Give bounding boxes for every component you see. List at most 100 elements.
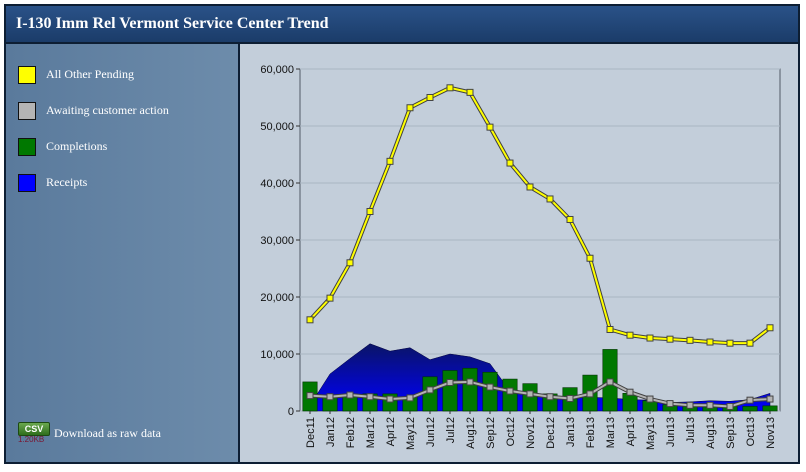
awaiting-customer-action-point [546, 393, 554, 401]
all-other-pending-point [366, 208, 374, 215]
x-tick-label: Dec11 [305, 417, 317, 448]
x-tick-label: Jul13 [685, 417, 697, 443]
all-other-pending-point [506, 159, 514, 167]
x-tick-label: Jan13 [565, 417, 577, 447]
x-tick-label: Aug13 [705, 417, 717, 449]
awaiting-customer-action-point [646, 395, 654, 403]
all-other-pending-point [726, 339, 734, 347]
all-other-pending-point [546, 195, 554, 203]
awaiting-customer-action-point [606, 378, 614, 386]
all-other-pending-point [706, 338, 714, 346]
y-tick-label: 40,000 [260, 178, 294, 190]
all-other-pending-point [426, 94, 434, 101]
x-tick-label: Nov13 [765, 417, 777, 449]
all-other-pending-point [466, 88, 474, 96]
awaiting-customer-action-point [466, 378, 474, 386]
legend-label: Awaiting customer action [46, 103, 169, 117]
awaiting-customer-action-point [346, 391, 354, 399]
awaiting-customer-action-point [366, 393, 374, 401]
all-other-pending-point [766, 324, 774, 332]
all-other-pending-point [406, 104, 414, 112]
all-other-pending-point [686, 336, 694, 344]
awaiting-customer-action-point [706, 401, 714, 409]
chart-area: 0 10,000 20,000 30,000 40,000 50,000 60,000 Dec… [240, 44, 798, 462]
completions-bar [762, 405, 778, 412]
x-tick-label: Apr12 [385, 417, 397, 446]
awaiting-customer-action-point [526, 390, 534, 398]
chart-title: I-130 Imm Rel Vermont Service Center Tre… [16, 15, 329, 32]
all-other-pending-point [306, 316, 314, 324]
legend-swatch [18, 174, 36, 192]
all-other-pending-point [746, 339, 754, 347]
legend-label: Receipts [46, 175, 88, 189]
awaiting-customer-action-point [766, 395, 774, 403]
all-other-pending-point [346, 259, 354, 267]
x-tick-label: Apr13 [625, 417, 637, 446]
x-tick-label: Jan12 [325, 417, 337, 447]
x-tick-label: Oct12 [505, 417, 517, 446]
all-other-pending-point [606, 325, 614, 333]
x-tick-label: May12 [405, 417, 417, 450]
awaiting-customer-action-point [326, 393, 334, 401]
completions-bar [462, 367, 478, 412]
all-other-pending-point [386, 157, 394, 165]
awaiting-customer-action-point [726, 402, 734, 410]
y-tick-label: 20,000 [260, 292, 294, 304]
x-tick-label: Jun13 [665, 417, 677, 447]
x-tick-label: Aug12 [465, 417, 477, 449]
all-other-pending-point [666, 335, 674, 343]
x-tick-label: Mar13 [605, 417, 617, 448]
x-tick-label: Feb13 [585, 417, 597, 448]
x-tick-label: May13 [645, 417, 657, 450]
all-other-pending-point [586, 254, 594, 262]
all-other-pending-point [486, 123, 494, 131]
awaiting-customer-action-point [406, 394, 414, 402]
x-tick-label: Mar12 [365, 417, 377, 448]
completions-bar [742, 406, 758, 412]
completions-bar [442, 370, 458, 412]
legend-label: All Other Pending [46, 67, 134, 81]
x-tick-label: Jul12 [445, 417, 457, 443]
y-tick-label: 10,000 [260, 349, 294, 361]
x-tick-label: Sep13 [725, 417, 737, 449]
awaiting-customer-action-point [746, 396, 754, 404]
awaiting-customer-action-point [486, 383, 494, 391]
awaiting-customer-action-point [626, 388, 634, 396]
x-tick-label: Dec12 [545, 417, 557, 449]
trend-chart: 0 10,000 20,000 30,000 40,000 50,000 60,000 Dec… [260, 64, 781, 450]
y-tick-label: 60,000 [260, 64, 294, 76]
legend-swatch [18, 138, 36, 156]
title-bar: I-130 Imm Rel Vermont Service Center Tre… [6, 6, 798, 44]
y-tick-label: 30,000 [260, 235, 294, 247]
legend-label: Completions [46, 139, 108, 153]
csv-download-label[interactable]: Download as raw data [54, 426, 161, 440]
all-other-pending-point [626, 331, 634, 339]
awaiting-customer-action-point [666, 400, 674, 408]
x-tick-label: Sep12 [485, 417, 497, 449]
x-tick-label: Nov12 [525, 417, 537, 449]
x-tick-label: Oct13 [745, 417, 757, 446]
awaiting-customer-action-point [306, 392, 314, 400]
awaiting-customer-action-point [386, 395, 394, 403]
awaiting-customer-action-point [506, 387, 514, 395]
all-other-pending-point [566, 215, 574, 223]
completions-bar [482, 371, 498, 412]
all-other-pending-point [526, 183, 534, 191]
csv-icon[interactable]: CSV [18, 422, 50, 436]
all-other-pending-point [646, 334, 654, 342]
csv-file-size: 1.20KB [18, 435, 45, 444]
all-other-pending-point [446, 84, 454, 92]
x-tick-label: Jun12 [425, 417, 437, 447]
awaiting-customer-action-point [686, 401, 694, 409]
legend-panel: All Other Pending Awaiting customer acti… [6, 44, 240, 462]
awaiting-customer-action-point [566, 394, 574, 402]
legend-swatch [18, 66, 36, 84]
x-tick-label: Feb12 [345, 417, 357, 448]
legend-swatch [18, 102, 36, 120]
all-other-pending-point [326, 294, 334, 302]
chart-frame: I-130 Imm Rel Vermont Service Center Tre… [4, 4, 800, 464]
completions-bar [502, 378, 518, 412]
awaiting-customer-action-point [446, 379, 454, 386]
y-tick-label: 0 [288, 406, 294, 418]
awaiting-customer-action-point [586, 390, 594, 398]
